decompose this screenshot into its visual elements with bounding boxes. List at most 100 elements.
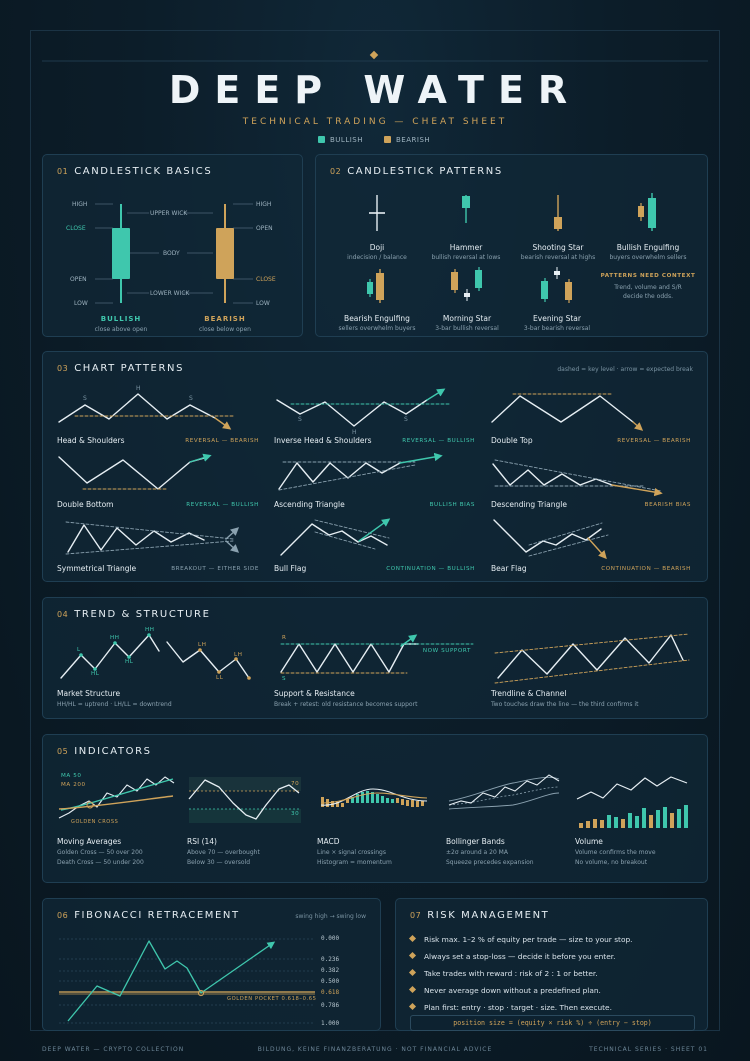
diamond-bullet-icon: [408, 1002, 417, 1011]
golden-pocket-label: GOLDEN POCKET 0.618–0.65: [227, 996, 317, 1002]
rsi-lower-level: 30: [291, 811, 300, 817]
trend-desc-trendline-channel: Two touches draw the line — the third co…: [491, 701, 639, 708]
trend-name-support-resistance: Support & Resistance: [274, 689, 355, 698]
fib-level-0382: 0.382: [321, 967, 340, 974]
ms-hh-label-2: HH: [145, 627, 155, 633]
section-title: 04 TREND & STRUCTURE: [57, 609, 211, 620]
ms-lh-label-1: LH: [198, 642, 207, 648]
chart-patterns-note: dashed = key level · arrow = expected br…: [557, 366, 693, 373]
indicator-name-moving-averages: Moving Averages: [57, 837, 122, 846]
risk-rule-text: Take trades with reward : risk of 2 : 1 …: [424, 969, 598, 978]
fib-level-0786: 0.786: [321, 1002, 340, 1009]
fib-level-0236: 0.236: [321, 956, 340, 963]
bullish-label: BULLISH: [100, 315, 142, 323]
footer-right: TECHNICAL SERIES · SHEET 01: [589, 1046, 708, 1053]
bullish-swatch: [318, 136, 325, 143]
legend-bullish-label: BULLISH: [330, 136, 363, 144]
section-title: 03 CHART PATTERNS: [57, 363, 184, 374]
risk-rule-text: Always set a stop-loss — decide it befor…: [424, 952, 616, 961]
ms-hh-label-1: HH: [110, 635, 120, 641]
ms-hl-label-2: HL: [125, 659, 134, 665]
footer-left: DEEP WATER — CRYPTO COLLECTION: [42, 1046, 185, 1053]
hammer-candle: [462, 195, 470, 223]
label-low-left: LOW: [74, 300, 88, 307]
section-title: 01 CANDLESTICK BASICS: [57, 166, 212, 177]
pattern-name-ascending-triangle: Ascending Triangle: [274, 500, 345, 509]
indicator-desc1-volume: Volume confirms the move: [575, 849, 656, 856]
pattern-desc-evening-star: 3-bar bearish reversal: [523, 325, 591, 332]
section-title-text: CHART PATTERNS: [74, 363, 185, 374]
candle-anatomy-diagram: [95, 203, 253, 304]
candle-patterns-diagram: [367, 193, 656, 303]
label-open-left: OPEN: [70, 276, 87, 283]
bearish-desc: close below open: [199, 326, 251, 333]
ms-hl-label-1: HL: [91, 671, 100, 677]
section-fibonacci: 06 FIBONACCI RETRACEMENT swing high → swi…: [42, 898, 381, 1031]
fib-note: swing high → swing low: [295, 913, 366, 920]
pattern-name-evening-star: Evening Star: [533, 314, 581, 323]
indicator-desc1-bollinger: ±2σ around a 20 MA: [446, 849, 508, 856]
pattern-desc-doji: indecision / balance: [347, 254, 407, 261]
trend-structure-diagram: [60, 633, 690, 684]
section-number: 06: [57, 911, 69, 920]
label-lower-wick: LOWER WICK: [150, 290, 190, 297]
pattern-tag-head-shoulders: REVERSAL — BEARISH: [185, 438, 259, 444]
pattern-tag-inverse-head-shoulders: REVERSAL — BULLISH: [402, 438, 475, 444]
position-size-formula: position size = (equity × risk %) ÷ (ent…: [410, 1015, 695, 1031]
shooting-star-candle: [554, 195, 562, 231]
header-ornament: [42, 50, 708, 62]
indicator-desc2-moving-averages: Death Cross — 50 under 200: [57, 859, 144, 866]
bullish-desc: close above open: [94, 326, 148, 333]
sr-resistance-label: R: [282, 635, 287, 641]
risk-rule: Risk max. 1–2 % of equity per trade — si…: [408, 934, 633, 944]
section-title: 07 RISK MANAGEMENT: [410, 910, 549, 921]
pattern-name-bull-flag: Bull Flag: [274, 564, 307, 573]
label-close-left: CLOSE: [66, 225, 86, 232]
indicator-desc1-moving-averages: Golden Cross — 50 over 200: [57, 849, 143, 856]
page-title: DEEP WATER: [168, 68, 582, 112]
context-title: PATTERNS NEED CONTEXT: [600, 273, 696, 279]
section-title: 02 CANDLESTICK PATTERNS: [330, 166, 503, 177]
ms-ll-label: LL: [216, 675, 224, 681]
section-title-text: INDICATORS: [74, 746, 152, 757]
section-indicators: 05 INDICATORS: [42, 734, 708, 883]
indicator-name-macd: MACD: [317, 837, 340, 846]
pattern-name-double-top: Double Top: [491, 436, 533, 445]
evening-star-candles: [541, 267, 572, 303]
section-number: 01: [57, 167, 69, 176]
context-line-2: decide the odds.: [623, 293, 673, 300]
label-upper-wick: UPPER WICK: [150, 210, 188, 217]
diamond-bullet-icon: [408, 951, 417, 960]
diamond-bullet-icon: [408, 968, 417, 977]
doji-candle: [369, 195, 385, 231]
risk-rule: Plan first: entry · stop · target · size…: [408, 1002, 612, 1012]
pattern-name-doji: Doji: [369, 243, 385, 252]
label-close-right: CLOSE: [256, 276, 276, 283]
indicator-desc2-bollinger: Squeeze precedes expansion: [446, 859, 534, 866]
label-high-right: HIGH: [256, 201, 272, 208]
bullish-engulfing-candles: [638, 193, 656, 231]
ma200-label: MA 200: [61, 782, 86, 788]
fib-level-0618: 0.618: [321, 989, 340, 996]
footer-center: BILDUNG, KEINE FINANZBERATUNG · NOT FINA…: [257, 1046, 493, 1053]
section-title-text: CANDLESTICK BASICS: [74, 166, 213, 177]
pattern-tag-bear-flag: CONTINUATION — BEARISH: [601, 566, 691, 572]
bearish-label: BEARISH: [204, 315, 246, 323]
risk-rule-text: Plan first: entry · stop · target · size…: [424, 1003, 612, 1012]
indicator-name-volume: Volume: [575, 837, 603, 846]
indicator-desc2-volume: No volume, no breakout: [575, 859, 648, 866]
pattern-name-hammer: Hammer: [449, 243, 483, 252]
pattern-desc-bullish-engulfing: buyers overwhelm sellers: [609, 254, 687, 261]
fibonacci-diagram: [59, 938, 315, 1024]
pattern-name-bearish-engulfing: Bearish Engulfing: [344, 314, 410, 323]
pattern-tag-double-bottom: REVERSAL — BULLISH: [186, 502, 259, 508]
context-line-1: Trend, volume and S/R: [614, 284, 682, 291]
ihs-right-shoulder-label: S: [404, 416, 408, 423]
legend-bearish-label: BEARISH: [396, 136, 431, 144]
pattern-desc-shooting-star: bearish reversal at highs: [520, 254, 596, 261]
indicator-name-rsi: RSI (14): [187, 837, 217, 846]
rsi-upper-level: 70: [291, 781, 300, 787]
pattern-name-shooting-star: Shooting Star: [532, 243, 584, 252]
section-title-text: TREND & STRUCTURE: [74, 609, 211, 620]
